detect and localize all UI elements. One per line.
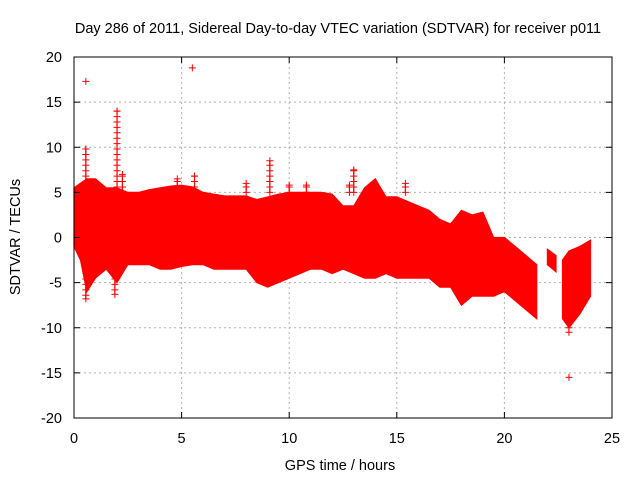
data-point-outlier-1	[188, 64, 196, 72]
y-tick-label-3: -5	[49, 276, 62, 292]
x-tick-label-4: 20	[496, 431, 512, 447]
data-point-spike-tip-6	[266, 157, 274, 165]
data-band-main	[73, 177, 538, 320]
x-axis-label: GPS time / hours	[285, 458, 395, 474]
data-point-spike-tip-1	[113, 107, 121, 115]
axes-layer: 0 5 10 15 20 25 -20 -15 -10 -5 0 5 10 15 20	[41, 50, 620, 447]
y-tick-label-4: 0	[54, 231, 62, 247]
data-point-spike-tip-13	[111, 290, 119, 298]
data-point-spike-tip-5	[242, 179, 250, 187]
data-point-spike-tip-12	[82, 295, 90, 303]
chart-title: Day 286 of 2011, Sidereal Day-to-day VTE…	[75, 21, 601, 37]
x-tick-label-2: 10	[281, 431, 297, 447]
data-point-spike-tip-4	[191, 172, 199, 180]
data-point-outlier-0	[82, 77, 90, 85]
data-band-late-0	[546, 248, 557, 274]
data-point-spike-tip-9	[345, 181, 353, 189]
y-tick-label-0: -20	[41, 411, 62, 427]
data-point-spike-tip-8	[302, 181, 310, 189]
x-tick-label-0: 0	[70, 431, 78, 447]
data-point-spike-tip-14	[565, 328, 573, 336]
x-tick-label-5: 25	[604, 431, 620, 447]
y-tick-label-7: 15	[46, 95, 62, 111]
data-point-outlier-2	[565, 373, 573, 381]
x-tick-label-3: 15	[389, 431, 405, 447]
data-point-spike-tip-3	[173, 175, 181, 183]
data-point-spike-tip-11	[401, 179, 409, 187]
y-tick-label-1: -15	[41, 366, 62, 382]
data-point-spike-tip-7	[285, 181, 293, 189]
data-point-spike-tip-0	[82, 145, 90, 153]
y-axis-label: SDTVAR / TECUs	[8, 179, 24, 295]
y-tick-label-6: 10	[46, 140, 62, 156]
data-layer	[73, 64, 592, 381]
y-tick-label-2: -10	[41, 321, 62, 337]
x-tick-label-1: 5	[178, 431, 186, 447]
data-point-spike-tip-10	[350, 166, 358, 174]
y-tick-label-8: 20	[46, 50, 62, 66]
y-tick-label-5: 5	[54, 185, 62, 201]
data-point-spike-tip-2	[118, 170, 126, 178]
